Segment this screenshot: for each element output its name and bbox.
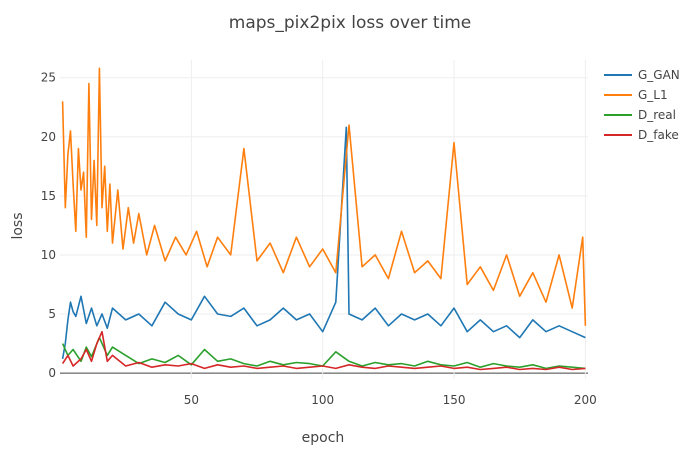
series-line-d-fake	[61, 330, 586, 371]
grid-layer	[60, 60, 588, 379]
legend-entry[interactable]: G_L1	[638, 88, 668, 102]
legend-entry[interactable]: D_real	[638, 108, 676, 122]
x-tick-label: 150	[443, 393, 466, 407]
x-axis-title: epoch	[302, 430, 345, 446]
x-tick-label: 100	[311, 393, 334, 407]
chart-title: maps_pix2pix loss over time	[229, 13, 471, 33]
y-tick-label: 0	[48, 366, 56, 380]
y-tick-label: 25	[41, 71, 56, 85]
legend-entry[interactable]: G_GAN	[638, 68, 680, 82]
y-tick-label: 10	[41, 248, 56, 262]
series-layer	[61, 67, 587, 371]
legend: G_GAN G_L1 D_real D_fake	[604, 68, 680, 142]
legend-entry[interactable]: D_fake	[638, 128, 679, 142]
y-tick-label: 5	[48, 307, 56, 321]
x-tick-label: 50	[184, 393, 199, 407]
series-line-d-real	[61, 336, 586, 370]
axis-layer: 0 5 10 15 20 25 50 100 150 200	[41, 71, 597, 407]
y-tick-label: 15	[41, 189, 56, 203]
x-tick-label: 200	[574, 393, 597, 407]
y-tick-label: 20	[41, 130, 56, 144]
y-axis-title: loss	[10, 212, 26, 239]
series-line-g-l1	[61, 67, 587, 326]
series-line-g-gan	[61, 126, 586, 360]
